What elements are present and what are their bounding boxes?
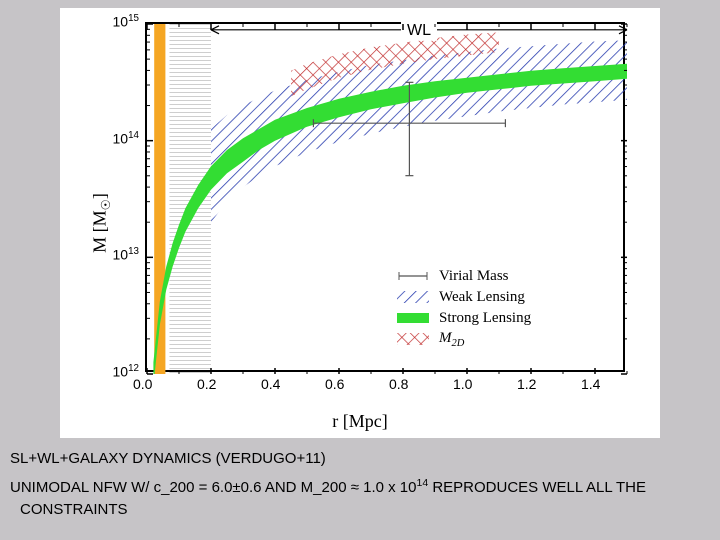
legend-swatch-weak <box>395 289 431 305</box>
legend-label-m2d: M2D <box>439 330 464 349</box>
legend-label-strong: Strong Lensing <box>439 310 531 327</box>
y-tick-label: 1014 <box>97 130 139 147</box>
caption-line-2: UNIMODAL NFW W/ c_200 = 6.0±0.6 AND M_20… <box>10 476 710 521</box>
x-tick-label: 0.8 <box>389 376 408 392</box>
y-tick-label: 1012 <box>97 363 139 380</box>
svg-text:WL: WL <box>407 22 431 39</box>
legend-label-weak: Weak Lensing <box>439 289 525 306</box>
y-tick-label: 1013 <box>97 246 139 263</box>
x-tick-label: 1.4 <box>581 376 600 392</box>
x-tick-label: 0.4 <box>261 376 280 392</box>
legend: Virial Mass Weak Lensing Strong Lensing M2D <box>395 266 531 350</box>
legend-entry-virial: Virial Mass <box>395 266 531 286</box>
plot-svg: WL <box>147 24 627 374</box>
caption: SL+WL+GALAXY DYNAMICS (VERDUGO+11) UNIMO… <box>10 448 710 520</box>
plot-area: WL <box>145 22 625 372</box>
y-tick-label: 1015 <box>97 13 139 30</box>
legend-swatch-virial <box>395 268 431 284</box>
x-axis-label: r [Mpc] <box>332 411 387 432</box>
x-tick-label: 0.2 <box>197 376 216 392</box>
legend-entry-weak: Weak Lensing <box>395 287 531 307</box>
y-axis-label: M [M☉] <box>90 193 115 253</box>
x-tick-label: 1.2 <box>517 376 536 392</box>
legend-swatch-m2d <box>395 331 431 347</box>
chart-figure: M [M☉] r [Mpc] WL 0.00.20.40.60.81.01.21… <box>60 8 660 438</box>
legend-entry-strong: Strong Lensing <box>395 308 531 328</box>
x-tick-label: 0.6 <box>325 376 344 392</box>
caption-line-1: SL+WL+GALAXY DYNAMICS (VERDUGO+11) <box>10 448 710 470</box>
legend-entry-m2d: M2D <box>395 329 531 349</box>
x-tick-label: 1.0 <box>453 376 472 392</box>
legend-label-virial: Virial Mass <box>439 268 509 285</box>
legend-swatch-strong <box>395 310 431 326</box>
